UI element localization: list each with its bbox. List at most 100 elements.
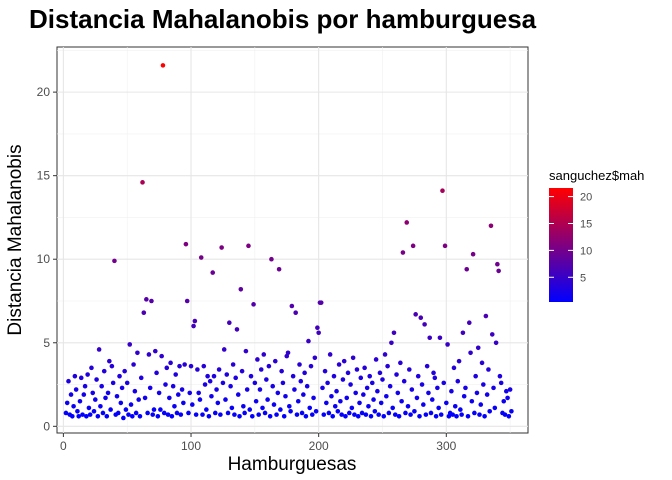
data-point [349, 405, 355, 411]
data-point [87, 412, 93, 417]
data-point [368, 413, 374, 419]
x-axis-title: Hamburguesas [228, 454, 357, 475]
data-point [301, 392, 306, 397]
data-point [306, 338, 311, 344]
data-point [352, 412, 357, 417]
data-point [170, 383, 176, 389]
data-point [426, 390, 431, 396]
data-point [358, 375, 364, 381]
data-point [414, 395, 420, 401]
data-point [429, 397, 435, 402]
data-point [341, 358, 347, 364]
data-point [247, 407, 253, 412]
data-point [364, 385, 370, 391]
data-point [90, 390, 96, 396]
data-point [195, 367, 200, 372]
data-point [321, 412, 327, 417]
data-point [279, 368, 284, 374]
data-point [75, 408, 80, 414]
data-point [369, 380, 375, 386]
data-point [391, 330, 397, 336]
data-point [191, 323, 196, 329]
data-point [463, 385, 468, 391]
data-point [261, 352, 267, 357]
data-point [269, 256, 274, 262]
data-point [156, 390, 162, 396]
legend-tick-label: 10 [580, 245, 592, 257]
data-point [293, 310, 298, 315]
data-point [424, 363, 430, 369]
data-point [241, 403, 246, 409]
data-point [95, 413, 101, 419]
data-point [335, 408, 341, 414]
data-point [325, 380, 330, 386]
data-point [173, 372, 179, 377]
data-point [183, 241, 189, 247]
data-point [345, 370, 351, 376]
data-point [227, 320, 232, 326]
data-point [478, 402, 484, 407]
data-point [413, 312, 418, 317]
data-point [287, 403, 292, 409]
legend-tick-label: 15 [580, 218, 592, 230]
data-point [101, 368, 107, 374]
data-point [229, 405, 235, 411]
data-point [212, 410, 218, 416]
data-point [428, 410, 434, 416]
data-point [338, 398, 343, 404]
data-point [256, 412, 261, 417]
data-point [419, 382, 425, 387]
data-point [223, 397, 228, 402]
data-point [297, 362, 302, 367]
data-point [80, 412, 85, 417]
data-point [221, 347, 227, 352]
data-point [244, 387, 250, 392]
data-point [237, 413, 242, 419]
data-point [122, 368, 127, 374]
data-point [150, 412, 156, 417]
data-point [161, 410, 167, 416]
data-point [271, 402, 277, 407]
data-point [275, 390, 281, 396]
data-point [481, 382, 486, 387]
data-point [487, 408, 493, 414]
data-point [91, 408, 97, 414]
y-tick-label: 15 [37, 169, 51, 183]
data-point [389, 340, 394, 346]
data-point [233, 375, 238, 381]
data-point [456, 358, 462, 364]
data-point [253, 398, 259, 404]
data-point [167, 395, 172, 401]
data-point [272, 358, 278, 364]
data-point [401, 378, 407, 384]
data-point [146, 352, 152, 357]
data-point [159, 353, 164, 359]
data-point [276, 266, 282, 272]
data-point [92, 397, 98, 402]
data-point [112, 258, 117, 264]
data-point [361, 392, 366, 397]
y-tick-label: 20 [37, 85, 51, 99]
data-point [350, 355, 356, 361]
data-point [322, 368, 328, 374]
x-tick-label: 300 [436, 439, 456, 453]
data-point [334, 388, 339, 394]
data-point [292, 387, 297, 392]
data-point [484, 392, 490, 397]
data-point [186, 410, 191, 416]
data-point [211, 373, 217, 379]
data-point [196, 390, 201, 396]
data-point [504, 388, 509, 394]
y-tick-label: 0 [43, 419, 50, 433]
data-point [385, 363, 390, 369]
data-point [449, 388, 454, 394]
data-point [432, 375, 438, 381]
data-point [311, 395, 316, 401]
data-point [372, 408, 378, 414]
data-point [486, 367, 491, 372]
chart-title: Distancia Mahalanobis por hamburguesa [29, 4, 537, 34]
data-point [119, 385, 125, 391]
data-point [248, 373, 254, 379]
data-point [198, 255, 204, 260]
data-point [435, 385, 440, 391]
